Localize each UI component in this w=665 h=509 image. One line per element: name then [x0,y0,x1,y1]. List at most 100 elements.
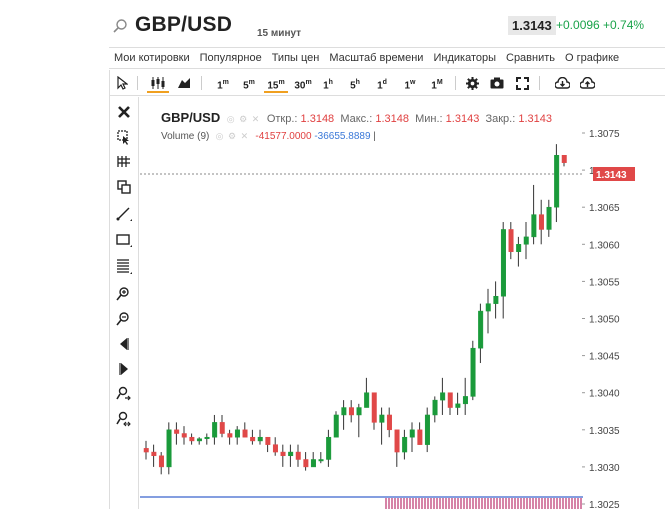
volume-bar [568,498,570,509]
cloud-download-icon[interactable] [553,73,571,93]
cursor-cross-icon[interactable] [115,128,133,146]
volume-bar [574,498,576,509]
quote-price: 1.3143 [508,16,556,35]
gear-icon[interactable] [464,73,480,93]
candle-body [424,414,430,445]
candle-body [417,429,423,445]
candles-chart-icon[interactable] [147,73,169,93]
timeframe-30m[interactable]: 30m [294,79,312,92]
menu-about-chart[interactable]: О графике [565,52,620,64]
candle-body [364,392,370,408]
zoom-in-icon[interactable] [115,285,133,303]
scroll-left-icon[interactable] [115,335,133,353]
candle-body [554,155,560,208]
volume-bar [541,498,543,509]
magnet-icon[interactable] [115,385,133,403]
menu-indicators[interactable]: Индикаторы [433,52,496,64]
quote-change: +0.0096 +0.74% [556,18,645,32]
symbol-title[interactable]: GBP/USD [135,13,233,36]
search-icon[interactable] [112,18,128,34]
candle-body [250,436,256,442]
rectangle-icon[interactable] [115,231,133,249]
camera-icon[interactable] [489,73,505,93]
cursor-icon[interactable] [115,73,129,93]
trend-line-icon[interactable] [115,205,133,223]
candle-body [394,429,400,453]
candle-body [500,229,506,297]
timeframe-1m[interactable]: 1m [217,79,229,92]
candle-body [303,459,309,468]
candle-body [493,295,499,304]
menu-my-quotes[interactable]: Мои котировки [114,52,190,64]
timeframe-1w[interactable]: 1w [404,79,416,92]
candle-body [158,455,164,468]
volume-bar [496,498,498,509]
fibonacci-icon[interactable] [115,257,133,275]
volume-bar [553,498,555,509]
volume-value-2: -36655.8889 [314,131,371,142]
candle-body [333,414,339,438]
candle-body [242,429,248,438]
volume-bar [490,498,492,509]
reset-zoom-icon[interactable] [115,410,133,428]
volume-bar [424,498,426,509]
copy-icon[interactable] [115,178,133,196]
y-tick-label: 1.3055 [589,277,620,288]
volume-settings-icon[interactable]: ◎ ⚙ ✕ [212,131,253,141]
candle-body [432,399,438,416]
volume-value-1: -41577.0000 [255,131,312,142]
volume-bar [505,498,507,509]
volume-bar [514,498,516,509]
timeframe-1h[interactable]: 1h [323,79,333,92]
fullscreen-icon[interactable] [514,73,530,93]
drawing-toolbar [109,97,139,509]
candle-body [288,451,294,457]
volume-bar [439,498,441,509]
chart-menu: Мои котировки Популярное Типы цен Масшта… [109,47,665,69]
price-chart[interactable]: 1.30751.30701.30651.30601.30551.30501.30… [140,97,665,509]
y-tick-label: 1.3075 [589,129,620,140]
y-tick-label: 1.3060 [589,240,620,251]
timeframe-1M[interactable]: 1M [431,79,443,92]
candle-body [257,436,263,442]
timeframe-1d[interactable]: 1d [377,79,387,92]
interval-label: 15 минут [257,28,302,39]
volume-bar [415,498,417,509]
legend-close: 1.3143 [518,113,552,125]
legend-symbol: GBP/USD [161,110,221,125]
chart-toolbar: 1m 5m 15m 30m 1h 5h 1d 1w 1M [109,70,665,96]
volume-bar [451,498,453,509]
close-icon[interactable] [115,103,133,121]
volume-bar [544,498,546,509]
candle-body [379,414,385,423]
area-chart-icon[interactable] [175,73,193,93]
volume-bar [499,498,501,509]
volume-bar [421,498,423,509]
menu-time-scale[interactable]: Масштаб времени [329,52,424,64]
timeframe-5m[interactable]: 5m [243,79,255,92]
volume-bar [469,498,471,509]
volume-bar [556,498,558,509]
candle-body [508,229,514,252]
menu-price-types[interactable]: Типы цен [271,52,320,64]
volume-label: Volume (9) [161,131,210,142]
current-price-label: 1.3143 [596,170,627,181]
volume-bar [397,498,399,509]
volume-bar [571,498,573,509]
candle-body [326,436,332,460]
volume-bar [394,498,396,509]
volume-bar [511,498,513,509]
menu-compare[interactable]: Сравнить [506,52,556,64]
legend-eye-icon[interactable]: ◎ ⚙ ✕ [223,114,264,124]
volume-bar [457,498,459,509]
volume-bar [427,498,429,509]
timeframe-15m[interactable]: 15m [264,73,288,93]
menu-popular[interactable]: Популярное [199,52,262,64]
zoom-out-icon[interactable] [115,310,133,328]
candle-body [212,422,218,438]
timeframe-5h[interactable]: 5h [350,79,360,92]
scroll-right-icon[interactable] [115,360,133,378]
volume-bar [535,498,537,509]
cloud-upload-icon[interactable] [578,73,596,93]
crosshair-icon[interactable] [115,153,133,171]
